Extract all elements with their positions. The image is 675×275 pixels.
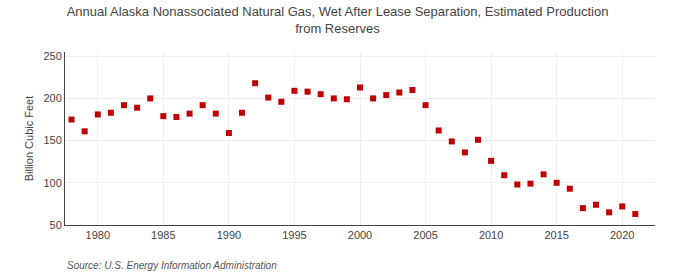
- svg-text:Billion Cubic Feet: Billion Cubic Feet: [23, 96, 35, 182]
- svg-text:2010: 2010: [479, 229, 503, 241]
- svg-text:150: 150: [43, 134, 61, 146]
- svg-text:1990: 1990: [217, 229, 241, 241]
- svg-text:250: 250: [43, 50, 61, 62]
- svg-text:1980: 1980: [86, 229, 110, 241]
- svg-text:100: 100: [43, 177, 61, 189]
- svg-text:2000: 2000: [348, 229, 372, 241]
- svg-text:1995: 1995: [282, 229, 306, 241]
- svg-text:Source: U.S. Energy Informatio: Source: U.S. Energy Information Administ…: [67, 260, 277, 271]
- svg-text:2005: 2005: [413, 229, 437, 241]
- svg-text:Annual Alaska Nonassociated Na: Annual Alaska Nonassociated Natural Gas,…: [67, 4, 609, 36]
- svg-text:1985: 1985: [151, 229, 175, 241]
- svg-text:50: 50: [50, 219, 62, 231]
- svg-text:2020: 2020: [610, 229, 634, 241]
- svg-text:200: 200: [43, 92, 61, 104]
- svg-text:2015: 2015: [544, 229, 568, 241]
